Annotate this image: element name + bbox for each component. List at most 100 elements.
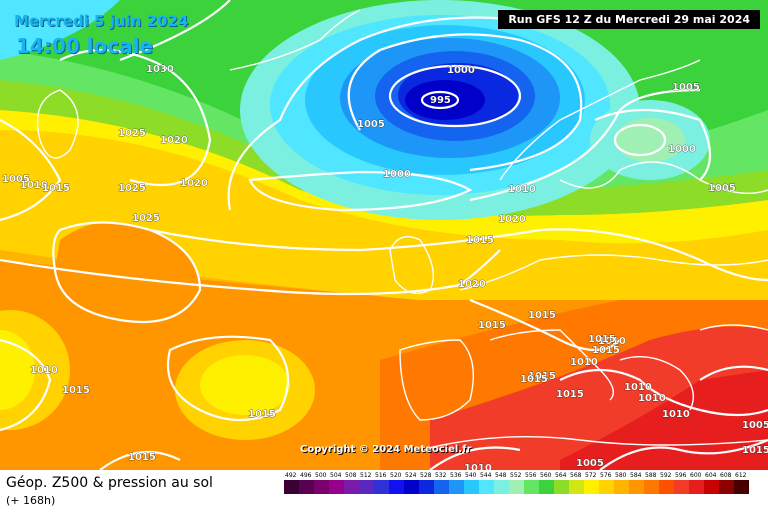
isobar-1000-south — [248, 170, 473, 212]
legend-tick: 520 — [390, 472, 402, 479]
isobar-1030 — [119, 0, 231, 62]
isobar-label: 1015 — [520, 374, 548, 385]
legend-title: Géop. Z500 & pression au sol — [6, 475, 213, 491]
color-scale-cell — [584, 480, 599, 494]
isobar-label: 1015 — [128, 452, 156, 463]
color-scale-cell — [629, 480, 644, 494]
color-scale-cell — [509, 480, 524, 494]
color-scale-cell — [329, 480, 344, 494]
isobar-label: 1000 — [668, 144, 696, 155]
coast-north-africa — [419, 435, 768, 451]
z500-band-596 — [560, 370, 768, 470]
model-run-label: Run GFS 12 Z du Mercredi 29 mai 2024 — [498, 10, 760, 29]
weather-map: 995 1000 1005 1000 1010 1015 1020 1025 1030 1020 1… — [0, 0, 768, 470]
z500-band-532 — [405, 80, 485, 120]
isobar-1005-med — [599, 438, 768, 470]
isobar-1000-scandinavia — [613, 123, 667, 157]
legend-tick: 508 — [345, 472, 357, 479]
color-scale-cell — [719, 480, 734, 494]
color-scale-cell — [359, 480, 374, 494]
legend-tick: 552 — [510, 472, 522, 479]
isobar-1025-high — [52, 221, 202, 324]
coast-north-europe — [459, 254, 768, 291]
color-scale-cell — [419, 480, 434, 494]
color-scale-cell — [314, 480, 329, 494]
coast-iberia — [399, 339, 475, 421]
coast-arctic — [229, 9, 361, 71]
isobar-1005-west — [0, 119, 62, 222]
isobar-label: 1015 — [478, 320, 506, 331]
isobar-1015-central — [469, 298, 621, 351]
legend-tick: 500 — [315, 472, 327, 479]
color-scale-cell — [524, 480, 539, 494]
isobar-label: 1015 — [592, 345, 620, 356]
color-scale-cell — [614, 480, 629, 494]
legend-tick: 548 — [495, 472, 507, 479]
isobar-label: 1015 — [588, 334, 616, 345]
isobar-label: 1015 — [556, 389, 584, 400]
color-scale-cell — [344, 480, 359, 494]
legend-tick: 608 — [720, 472, 732, 479]
coastlines — [36, 9, 768, 451]
isobar-1015-south — [99, 450, 181, 470]
legend-tick: 544 — [480, 472, 492, 479]
isobars — [0, 0, 768, 470]
isobar-1000-north — [388, 64, 522, 128]
isobar-label: 1010 — [570, 357, 598, 368]
isobar-label: 1010 — [508, 184, 536, 195]
color-scale-cell — [464, 480, 479, 494]
isobar-1010-med — [559, 368, 768, 417]
isobar-label: 1005 — [708, 183, 736, 194]
legend-tick: 496 — [300, 472, 312, 479]
isobar-label: 1005 — [576, 458, 604, 469]
isobar-label: 1015 — [528, 371, 556, 382]
color-scale-cell — [704, 480, 719, 494]
isobar-1005 — [347, 33, 583, 172]
isobar-label: 1015 — [742, 445, 768, 456]
color-scale-cell — [674, 480, 689, 494]
z500-band-576 — [0, 120, 768, 300]
isobar-label: 1020 — [160, 135, 188, 146]
color-scale — [284, 480, 749, 494]
color-scale-cell — [644, 480, 659, 494]
z500-atlantic-ridge — [55, 222, 200, 322]
isobar-label: 1015 — [62, 385, 90, 396]
legend-tick: 576 — [600, 472, 612, 479]
legend-tick: 592 — [660, 472, 672, 479]
isobar-label: 1010 — [20, 180, 48, 191]
coast-black-sea — [699, 324, 768, 331]
legend-tick: 596 — [675, 472, 687, 479]
color-scale-cell — [689, 480, 704, 494]
legend-tick: 560 — [540, 472, 552, 479]
legend-tick: 524 — [405, 472, 417, 479]
isobar-1020 — [0, 249, 501, 296]
isobar-label: 1025 — [118, 183, 146, 194]
color-scale-cell — [374, 480, 389, 494]
isobar-995 — [420, 90, 460, 110]
isobar-label: 1010 — [662, 409, 690, 420]
isobar-1025-north — [59, 48, 212, 187]
isobar-label: 1020 — [180, 178, 208, 189]
legend-subtitle: (+ 168h) — [6, 494, 56, 507]
coast-greenland — [36, 89, 79, 159]
color-scale-cell — [659, 480, 674, 494]
legend-tick: 588 — [645, 472, 657, 479]
isobar-1015-azores — [166, 335, 290, 422]
legend-tick: 492 — [285, 472, 297, 479]
isobar-label: 1005 — [357, 119, 385, 130]
forecast-time: 14:00 locale — [16, 34, 153, 58]
isobar-label: 1000 — [383, 169, 411, 180]
isobar-1010-east-med — [699, 365, 768, 381]
isobar-label: 1010 — [464, 463, 492, 470]
isobar-1010-north — [227, 16, 521, 211]
isobar-label: 1020 — [498, 214, 526, 225]
isobar-label: 1015 — [466, 235, 494, 246]
color-scale-cell — [449, 480, 464, 494]
legend-tick: 504 — [330, 472, 342, 479]
isobar-label: 1000 — [447, 65, 475, 76]
color-scale-cell — [539, 480, 554, 494]
color-scale-cell — [479, 480, 494, 494]
isobar-1010-africa — [429, 446, 521, 470]
isobar-label: 1010 — [598, 336, 626, 347]
legend-tick: 536 — [450, 472, 462, 479]
